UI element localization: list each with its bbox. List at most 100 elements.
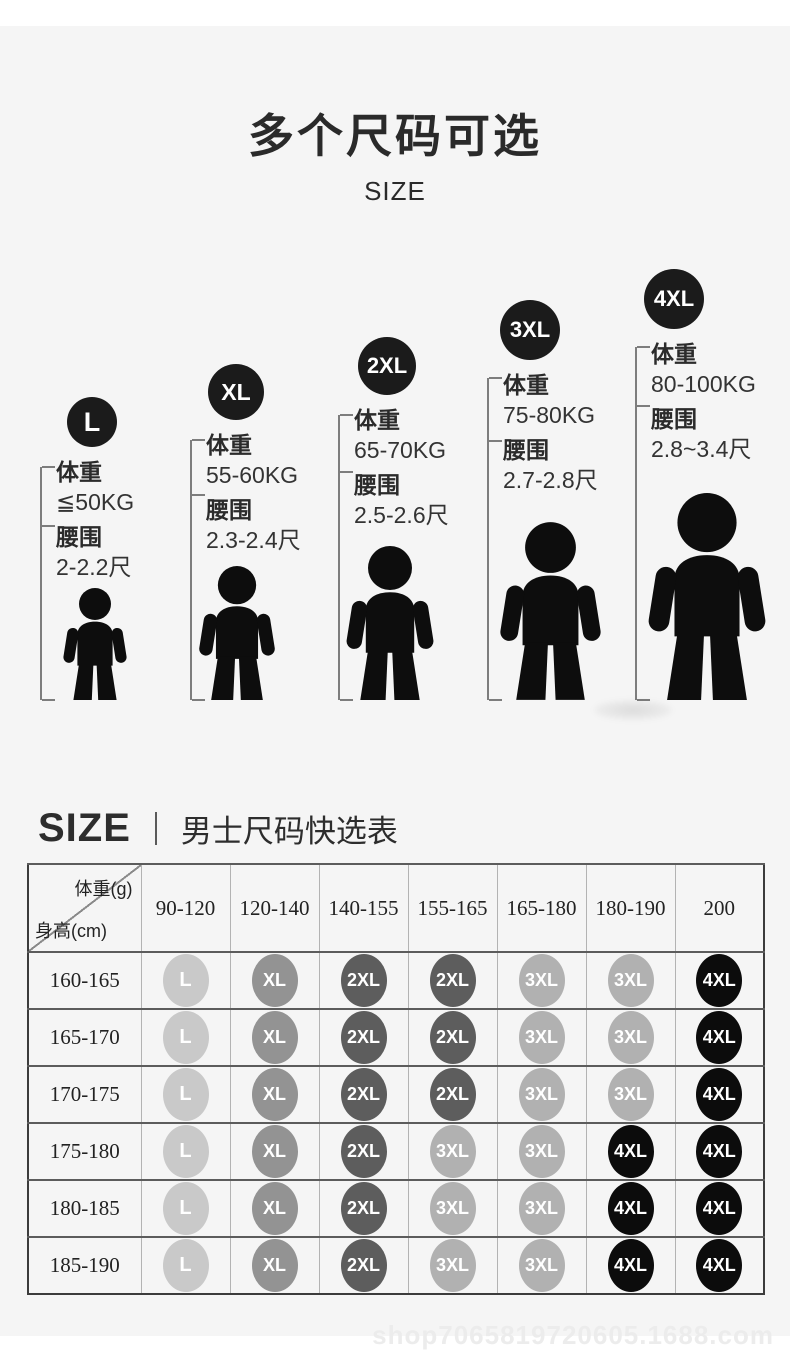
size-cell-badge: 4XL — [696, 1068, 743, 1121]
row-height-label: 175-180 — [27, 1122, 141, 1180]
size-cell-badge: 4XL — [607, 1239, 654, 1292]
size-cell-badge: 4XL — [696, 1011, 743, 1064]
size-cell-badge: 3XL — [607, 1068, 654, 1121]
size-cell-badge: 4XL — [696, 1239, 743, 1292]
table-header-row: 体重(g) 身高(cm) 90-120 120-140 140-155 155-… — [27, 863, 764, 952]
row-height-label: 180-185 — [27, 1179, 141, 1237]
heading-divider — [154, 812, 157, 845]
size-cell-badge: 2XL — [429, 1011, 476, 1064]
size-cell-badge: 4XL — [696, 1125, 743, 1178]
size-spec: 体重 75-80KG 腰围 2.7-2.8尺 — [503, 370, 637, 495]
table-row: 160-165 L XL 2XL 2XL 3XL 3XL 4XL — [27, 951, 764, 1009]
row-height-label: 160-165 — [27, 951, 141, 1009]
size-cell-badge: XL — [251, 1239, 298, 1292]
size-cell-badge: XL — [251, 1011, 298, 1064]
column-header: 90-120 — [140, 863, 230, 952]
weight-value: ≦50KG — [56, 489, 135, 515]
weight-label: 体重 — [354, 407, 400, 433]
size-cell-badge: 4XL — [607, 1125, 654, 1178]
bracket-line — [635, 346, 650, 701]
row-height-label: 170-175 — [27, 1065, 141, 1123]
weight-value: 55-60KG — [206, 462, 299, 488]
waist-value: 2.3-2.4尺 — [206, 527, 301, 553]
size-cell-badge: 3XL — [518, 1125, 565, 1178]
size-cell-badge: 4XL — [696, 954, 743, 1007]
size-cell-badge: 2XL — [340, 1125, 387, 1178]
table-heading: SIZE 男士尺码快选表 — [38, 806, 398, 851]
table-heading-subtitle: 男士尺码快选表 — [180, 814, 398, 849]
bracket-line — [338, 414, 353, 701]
weight-label: 体重 — [56, 459, 102, 485]
table-row: 185-190 L XL 2XL 3XL 3XL 4XL 4XL — [27, 1236, 764, 1294]
weight-label: 体重 — [206, 432, 252, 458]
size-cell-badge: XL — [251, 1125, 298, 1178]
size-cell-badge: 2XL — [340, 1182, 387, 1235]
size-badge: XL — [208, 364, 264, 420]
weight-value: 80-100KG — [651, 371, 756, 397]
waist-label: 腰围 — [503, 437, 549, 463]
column-header: 120-140 — [229, 863, 319, 952]
size-cell-badge: XL — [251, 954, 298, 1007]
size-badge: 3XL — [500, 300, 560, 360]
size-cell-badge: 3XL — [429, 1239, 476, 1292]
page-subtitle: SIZE — [364, 176, 426, 206]
size-cell-badge: 2XL — [340, 1068, 387, 1121]
top-white-strip — [0, 0, 790, 26]
size-cell-badge: 3XL — [607, 954, 654, 1007]
size-cell-badge: 2XL — [429, 954, 476, 1007]
waist-label: 腰围 — [206, 497, 252, 523]
size-group-l: L 体重 ≦50KG 腰围 2-2.2尺 — [30, 397, 180, 703]
person-silhouette-icon — [62, 588, 128, 700]
size-spec: 体重 55-60KG 腰围 2.3-2.4尺 — [206, 430, 330, 555]
weight-value: 65-70KG — [354, 437, 447, 463]
person-silhouette-icon — [647, 493, 767, 700]
size-cell-badge: 2XL — [340, 1239, 387, 1292]
shadow-smudge — [594, 700, 672, 720]
size-cell-badge: XL — [251, 1068, 298, 1121]
size-cell-badge: 3XL — [429, 1125, 476, 1178]
table-row: 180-185 L XL 2XL 3XL 3XL 4XL 4XL — [27, 1179, 764, 1237]
weight-label: 体重 — [503, 372, 549, 398]
size-cell-badge: L — [162, 1068, 209, 1121]
column-header: 200 — [674, 863, 764, 952]
bracket-line — [190, 439, 205, 701]
size-cell-badge: 3XL — [518, 1011, 565, 1064]
bracket-line — [487, 377, 502, 701]
size-cell-badge: 2XL — [340, 1011, 387, 1064]
size-cell-badge: L — [162, 1182, 209, 1235]
shop-watermark: shop7065819720605.1688.com — [372, 1320, 774, 1350]
size-badge: L — [67, 397, 117, 447]
table-row: 175-180 L XL 2XL 3XL 3XL 4XL 4XL — [27, 1122, 764, 1180]
page-title: 多个尺码可选 — [248, 110, 542, 162]
size-cell-badge: 2XL — [340, 954, 387, 1007]
size-cell-badge: 4XL — [607, 1182, 654, 1235]
size-cell-badge: 3XL — [429, 1182, 476, 1235]
row-height-label: 185-190 — [27, 1236, 141, 1294]
size-badge: 2XL — [358, 337, 416, 395]
corner-height-label: 身高(cm) — [35, 921, 107, 941]
waist-label: 腰围 — [651, 406, 697, 432]
size-cell-badge: 3XL — [607, 1011, 654, 1064]
waist-value: 2.7-2.8尺 — [503, 467, 598, 493]
column-header: 180-190 — [585, 863, 675, 952]
corner-weight-label: 体重(g) — [74, 879, 133, 899]
size-selection-table: 体重(g) 身高(cm) 90-120 120-140 140-155 155-… — [27, 863, 765, 1295]
size-group-xl: XL 体重 55-60KG 腰围 2.3-2.4尺 — [180, 364, 330, 703]
size-cell-badge: XL — [251, 1182, 298, 1235]
column-header: 165-180 — [496, 863, 586, 952]
bottom-white-strip — [0, 1336, 790, 1368]
person-silhouette-icon — [499, 522, 602, 700]
column-header: 155-165 — [407, 863, 497, 952]
column-header: 140-155 — [318, 863, 408, 952]
waist-label: 腰围 — [56, 524, 102, 550]
row-height-label: 165-170 — [27, 1008, 141, 1066]
table-heading-size: SIZE — [38, 806, 131, 850]
size-group-3xl: 3XL 体重 75-80KG 腰围 2.7-2.8尺 — [477, 300, 637, 703]
size-cell-badge: 3XL — [518, 1239, 565, 1292]
size-cell-badge: 2XL — [429, 1068, 476, 1121]
waist-value: 2.5-2.6尺 — [354, 502, 449, 528]
size-cell-badge: L — [162, 1239, 209, 1292]
person-silhouette-icon — [345, 546, 435, 700]
corner-cell: 体重(g) 身高(cm) — [27, 863, 141, 952]
waist-value: 2.8~3.4尺 — [651, 436, 752, 462]
